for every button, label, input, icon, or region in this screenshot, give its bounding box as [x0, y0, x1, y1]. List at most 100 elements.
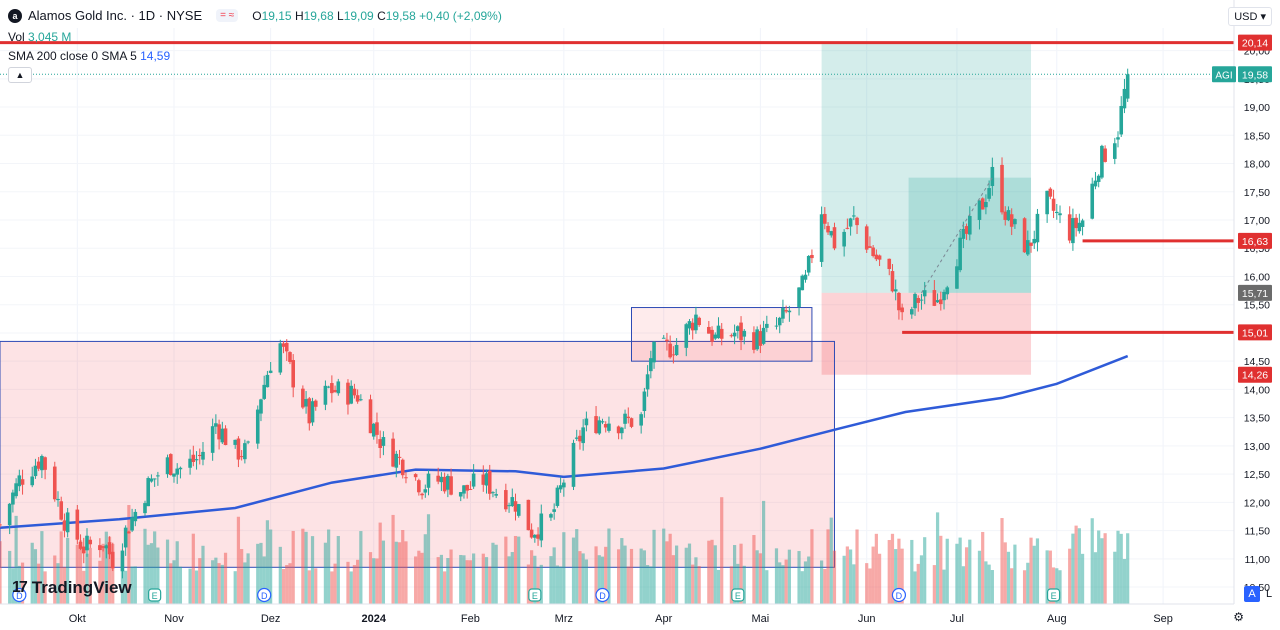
volume-bar: [578, 551, 582, 604]
y-tick-label: 13,50: [1244, 413, 1270, 425]
x-tick-label: 2024: [362, 613, 387, 625]
candle-body: [20, 479, 25, 485]
volume-bar: [539, 564, 543, 604]
volume-bar: [37, 563, 41, 604]
volume-bar: [765, 570, 769, 604]
volume-bar: [890, 533, 895, 604]
volume-bar: [439, 554, 444, 604]
volume-bar: [555, 565, 559, 604]
y-tick-label: 12,50: [1244, 469, 1270, 481]
candle-body: [661, 337, 666, 339]
candle-body: [378, 439, 382, 448]
volume-bar: [133, 566, 137, 604]
gear-icon[interactable]: ⚙: [1233, 610, 1244, 624]
candle-body: [832, 227, 837, 249]
candle-body: [893, 289, 898, 292]
candle-body: [645, 374, 650, 390]
volume-bar: [665, 541, 669, 604]
candle-body: [310, 401, 315, 423]
candle-body: [1045, 190, 1049, 215]
volume-bar: [736, 563, 740, 604]
volume-bar: [120, 564, 125, 604]
symbol-title[interactable]: Alamos Gold Inc. · 1D · NYSE: [28, 8, 203, 23]
volume-bar: [372, 558, 376, 604]
x-tick-label: Mai: [752, 613, 770, 625]
volume-bar: [877, 553, 882, 604]
candle-body: [774, 325, 779, 327]
volume-bar: [59, 531, 63, 604]
candle-body: [529, 529, 534, 538]
candle-body: [104, 545, 109, 549]
candle-body: [829, 231, 834, 236]
volume-bar: [391, 514, 395, 604]
volume-bar: [356, 559, 360, 604]
volume-bar: [40, 531, 44, 604]
collapse-legend-button[interactable]: ▲: [8, 67, 32, 83]
candle-body: [852, 215, 856, 217]
volume-bar: [826, 529, 830, 604]
volume-bar: [8, 550, 12, 604]
volume-bar: [842, 555, 846, 604]
currency-select[interactable]: USD ▾: [1228, 7, 1272, 26]
candle-body: [665, 339, 669, 342]
volume-bar: [742, 565, 746, 604]
volume-bar: [584, 559, 588, 604]
y-tick-label: 19,00: [1244, 102, 1270, 114]
earnings-marker: [148, 588, 162, 602]
candle-body: [449, 476, 453, 495]
volume-bar: [17, 565, 21, 604]
sma-200-line: [0, 354, 1129, 530]
candle-body: [1051, 198, 1056, 211]
volume-bar: [426, 514, 431, 604]
volume-bar: [1097, 530, 1101, 604]
volume-bar: [510, 552, 514, 604]
volume-bar: [394, 541, 398, 604]
candle-body: [152, 478, 157, 480]
volume-bar: [1051, 567, 1056, 604]
x-tick-label: Aug: [1047, 613, 1067, 625]
volume-bar: [646, 565, 650, 604]
volume-bar: [304, 531, 308, 604]
candle-body: [262, 384, 266, 399]
x-tick-label: Nov: [164, 613, 184, 625]
candle-body: [394, 453, 399, 468]
candle-body: [616, 426, 621, 434]
candle-body: [1013, 219, 1017, 225]
volume-bar: [14, 515, 18, 604]
compare-icon[interactable]: = ≈: [216, 9, 239, 22]
candle-body: [684, 324, 689, 348]
volume-bar: [291, 530, 295, 604]
volume-bar: [149, 543, 154, 604]
candle-body: [323, 385, 328, 405]
candle-body: [697, 317, 701, 326]
auto-scale-button[interactable]: A: [1244, 586, 1260, 602]
candle-body: [620, 427, 624, 434]
log-scale-button[interactable]: L: [1265, 588, 1273, 600]
candle-body: [268, 370, 273, 373]
candle-body: [516, 504, 521, 516]
candle-body: [481, 474, 486, 485]
candle-body: [1032, 238, 1037, 244]
candle-body: [471, 473, 476, 487]
candle-body: [594, 416, 598, 434]
volume-bar: [797, 551, 801, 604]
candle-body: [1071, 218, 1075, 244]
volume-bar: [652, 529, 656, 604]
volume-bar: [600, 556, 605, 604]
dividend-marker: [12, 587, 27, 603]
candle-body: [88, 539, 93, 545]
candle-body: [381, 437, 386, 446]
candle-body: [0, 524, 2, 526]
volume-bar: [691, 564, 695, 604]
volume-bar: [0, 541, 2, 604]
candle-body: [127, 531, 131, 534]
volume-bar: [111, 543, 115, 604]
volume-bar: [278, 546, 282, 604]
volume-bar: [233, 571, 237, 604]
volume-bar: [1006, 551, 1011, 604]
volume-bar: [955, 543, 959, 604]
volume-bar: [146, 544, 150, 604]
candle-body: [487, 470, 492, 494]
candle-body: [336, 381, 341, 394]
